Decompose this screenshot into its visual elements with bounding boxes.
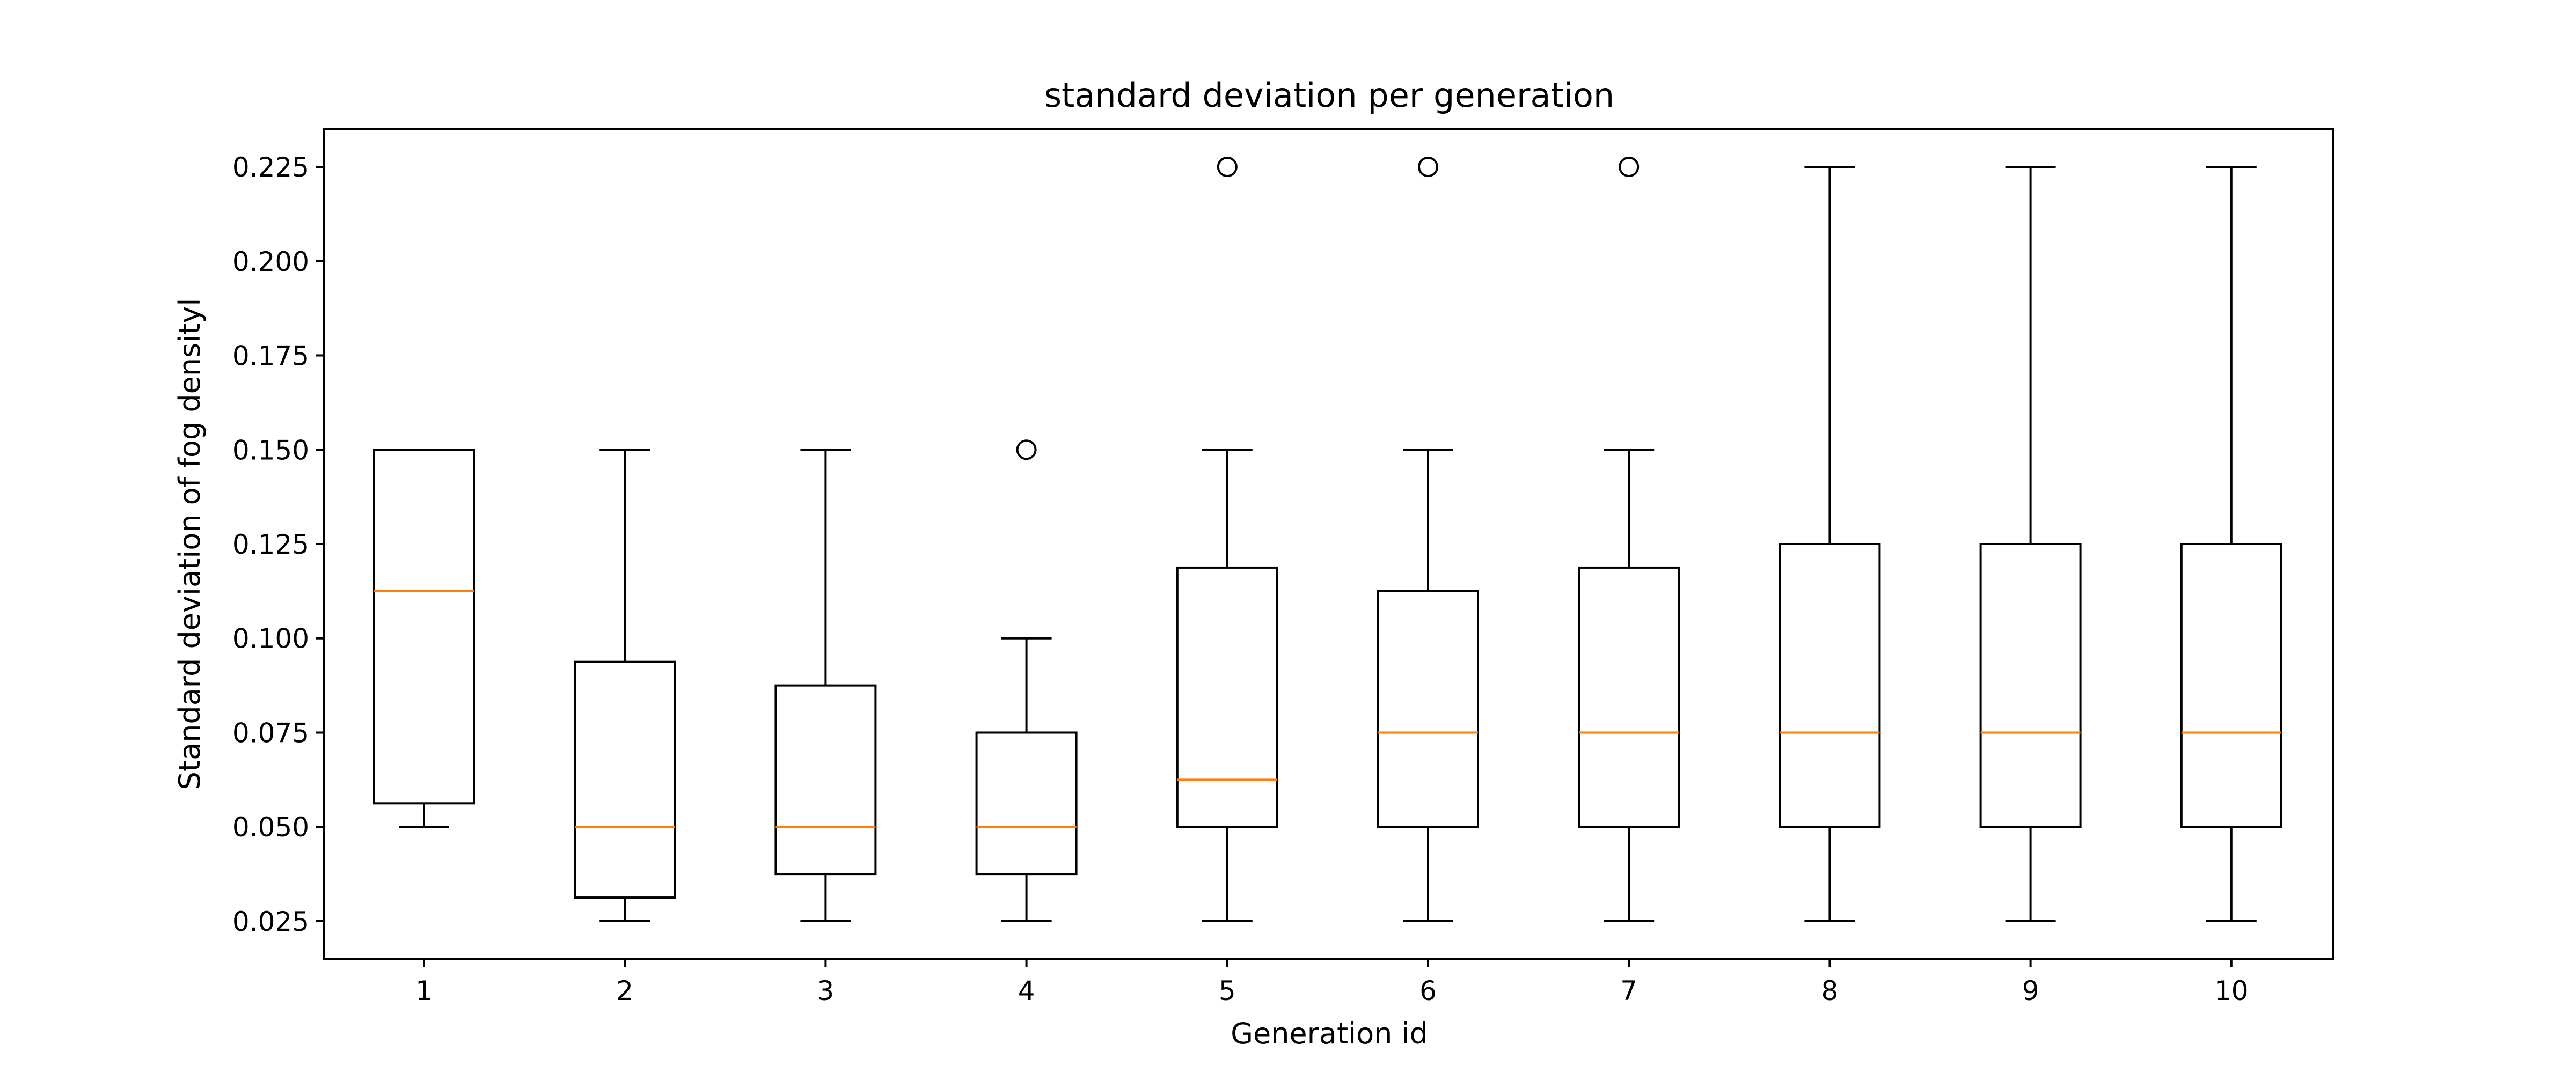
box-group-7 <box>1578 157 1680 922</box>
iqr-box <box>1578 566 1680 828</box>
outlier-point <box>1016 439 1037 460</box>
outlier-point <box>1217 157 1238 178</box>
box-group-10 <box>2180 166 2282 922</box>
x-axis-label: Generation id <box>1231 1017 1428 1050</box>
iqr-box <box>574 660 676 899</box>
box-group-1 <box>373 449 475 828</box>
box-group-4 <box>975 439 1078 922</box>
iqr-box <box>1377 590 1479 828</box>
x-tick-label: 9 <box>2022 975 2039 1006</box>
iqr-box <box>2180 543 2282 828</box>
y-tick-label: 0.075 <box>232 717 309 748</box>
box-group-5 <box>1176 157 1278 922</box>
x-tick-label: 3 <box>817 975 834 1006</box>
x-tick-label: 2 <box>616 975 633 1006</box>
x-tick-label: 5 <box>1219 975 1236 1006</box>
x-tick-label: 4 <box>1018 975 1035 1006</box>
y-tick-label: 0.225 <box>232 152 309 183</box>
iqr-box <box>975 731 1078 876</box>
box-group-3 <box>774 449 877 922</box>
box-group-8 <box>1779 166 1881 922</box>
y-tick-label: 0.100 <box>232 623 309 655</box>
iqr-box <box>373 449 475 805</box>
x-tick-label: 6 <box>1419 975 1437 1006</box>
box-group-2 <box>574 449 676 922</box>
plot-area <box>373 157 2282 922</box>
chart-title: standard deviation per generation <box>1044 76 1614 115</box>
y-tick-label: 0.150 <box>232 435 309 466</box>
y-tick-label: 0.175 <box>232 341 309 372</box>
y-tick-label: 0.200 <box>232 246 309 277</box>
axes-frame <box>323 128 2334 960</box>
x-tick-label: 10 <box>2214 975 2249 1006</box>
box-group-6 <box>1377 157 1479 922</box>
iqr-box <box>1779 543 1881 828</box>
iqr-box <box>1979 543 2082 828</box>
outlier-point <box>1619 157 1640 178</box>
x-tick-label: 8 <box>1821 975 1838 1006</box>
y-axis: 0.025 0.050 0.075 0.100 0.125 0.150 0.175 0.200… <box>232 152 324 937</box>
y-axis-label: Standard deviation of fog densityl <box>173 298 207 790</box>
x-tick-label: 1 <box>415 975 433 1006</box>
x-tick-label: 7 <box>1620 975 1637 1006</box>
outlier-point <box>1418 157 1438 178</box>
iqr-box <box>1176 566 1278 828</box>
y-tick-label: 0.050 <box>232 812 309 843</box>
box-group-9 <box>1979 166 2082 922</box>
y-tick-label: 0.025 <box>232 906 309 937</box>
x-axis: 1 2 3 4 5 6 7 8 9 10 <box>415 959 2249 1006</box>
y-tick-label: 0.125 <box>232 529 309 560</box>
iqr-box <box>774 684 877 876</box>
